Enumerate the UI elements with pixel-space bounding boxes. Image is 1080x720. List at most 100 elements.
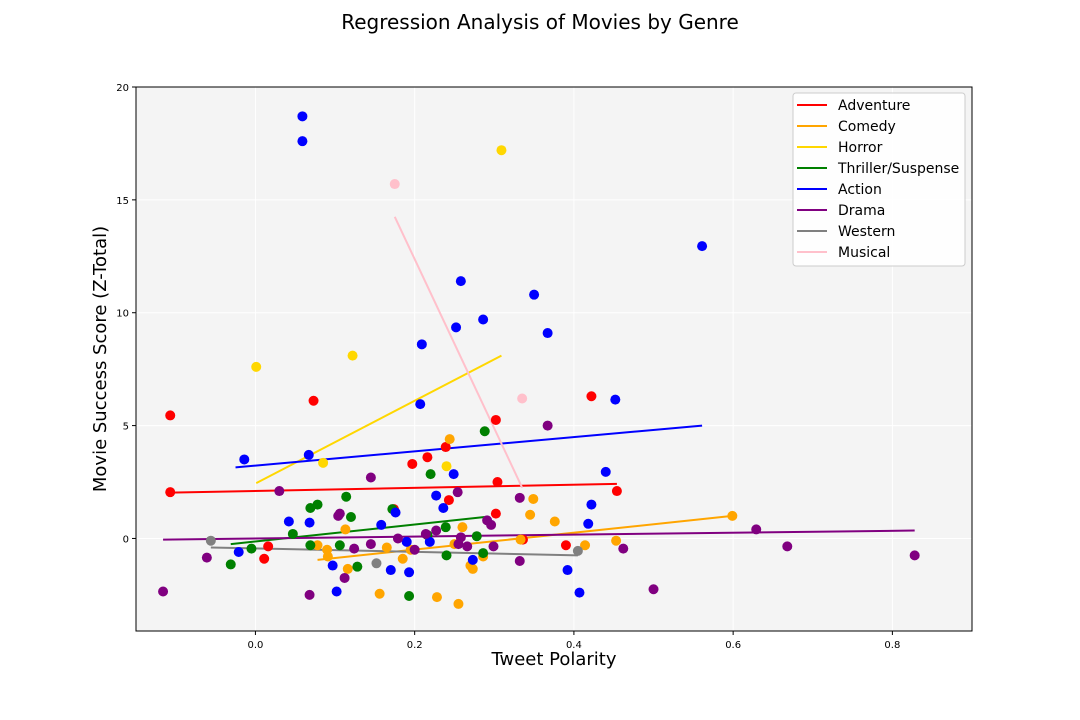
action-point <box>697 241 708 252</box>
drama-point <box>452 487 463 498</box>
adventure-point <box>492 477 503 488</box>
comedy-point <box>525 509 536 520</box>
drama-point <box>648 584 659 595</box>
drama-point <box>349 543 360 554</box>
action-point <box>448 469 459 480</box>
plot-frame <box>135 86 973 632</box>
adventure-point <box>611 486 622 497</box>
action-point <box>455 276 466 287</box>
legend-label-adventure: Adventure <box>838 98 910 114</box>
action-point <box>376 519 387 530</box>
comedy-point <box>515 534 526 545</box>
adventure-point <box>259 553 270 564</box>
thriller-suspense-point <box>341 491 352 502</box>
comedy-point <box>528 493 539 504</box>
comedy-point <box>457 522 468 533</box>
drama-point <box>158 586 169 597</box>
comedy-point <box>444 434 455 445</box>
y-tick-label: 5 <box>123 422 129 433</box>
action-point <box>233 546 244 557</box>
thriller-suspense-point <box>352 561 363 572</box>
action-point <box>574 587 585 598</box>
comedy-point <box>580 540 591 551</box>
comedy-point <box>453 598 464 609</box>
action-point <box>424 536 435 547</box>
legend-label-western: Western <box>838 224 895 240</box>
horror-point <box>347 350 358 361</box>
western-point <box>371 558 382 569</box>
y-tick-label: 15 <box>116 196 129 207</box>
adventure-point <box>422 452 433 463</box>
thriller-suspense-point <box>334 540 345 551</box>
comedy-point <box>312 540 323 551</box>
y-tick-label: 0 <box>123 534 129 545</box>
y-axis-ticks: 0 5 10 15 20 <box>116 83 136 545</box>
musical-regression-line <box>393 216 524 489</box>
x-axis-ticks: 0.0 0.2 0.4 0.6 0.8 <box>247 631 900 651</box>
action-point <box>416 339 427 350</box>
drama-regression-line <box>163 529 915 541</box>
action-point <box>467 554 478 565</box>
action-point <box>529 289 540 300</box>
drama-point <box>274 486 285 497</box>
comedy-point <box>397 553 408 564</box>
musical-point <box>517 393 528 404</box>
horror-point <box>251 361 262 372</box>
x-tick-label: 0.6 <box>725 640 741 651</box>
thriller-suspense-point <box>345 512 356 523</box>
x-tick-label: 0.2 <box>407 640 423 651</box>
action-point <box>610 394 621 405</box>
action-point <box>331 586 342 597</box>
legend-label-musical: Musical <box>838 245 890 261</box>
drama-point <box>542 420 553 431</box>
thriller-suspense-point <box>441 550 452 561</box>
adventure-point <box>490 508 501 519</box>
adventure-regression-line <box>170 482 617 494</box>
comedy-point <box>374 588 385 599</box>
drama-point <box>339 572 350 583</box>
action-point <box>438 502 449 513</box>
action-point <box>431 490 442 501</box>
adventure-point <box>263 541 274 552</box>
comedy-point <box>431 592 442 603</box>
action-point <box>415 399 426 410</box>
drama-point <box>909 550 920 561</box>
drama-point <box>618 543 629 554</box>
y-tick-label: 20 <box>116 83 129 94</box>
y-tick-label: 10 <box>116 309 129 320</box>
thriller-suspense-point <box>305 540 316 551</box>
chart-title: Regression Analysis of Movies by Genre <box>341 10 739 34</box>
drama-point <box>751 524 762 535</box>
adventure-point <box>308 395 319 406</box>
adventure-point <box>165 487 176 498</box>
thriller-suspense-point <box>478 548 489 559</box>
drama-point <box>392 533 403 544</box>
action-point <box>562 565 573 576</box>
action-point <box>303 449 314 460</box>
legend-label-comedy: Comedy <box>838 119 896 135</box>
legend-label-drama: Drama <box>838 203 885 219</box>
thriller-suspense-point <box>471 531 482 542</box>
drama-point <box>334 508 345 519</box>
x-axis-label: Tweet Polarity <box>490 649 616 670</box>
action-point <box>297 111 308 122</box>
drama-point <box>420 528 431 539</box>
adventure-point <box>443 495 454 506</box>
drama-point <box>488 541 499 552</box>
action-point <box>304 517 315 528</box>
action-point <box>542 328 553 339</box>
action-point <box>600 466 611 477</box>
action-point <box>390 507 401 518</box>
drama-point <box>304 589 315 600</box>
horror-point <box>496 145 507 156</box>
action-point <box>401 536 412 547</box>
drama-point <box>514 492 525 503</box>
thriller-suspense-point <box>425 469 436 480</box>
musical-point <box>389 179 400 190</box>
comedy-point <box>467 563 478 574</box>
action-point <box>586 499 597 510</box>
action-point <box>583 518 594 529</box>
legend-label-thriller-suspense: Thriller/Suspense <box>837 161 959 177</box>
drama-point <box>201 552 212 563</box>
